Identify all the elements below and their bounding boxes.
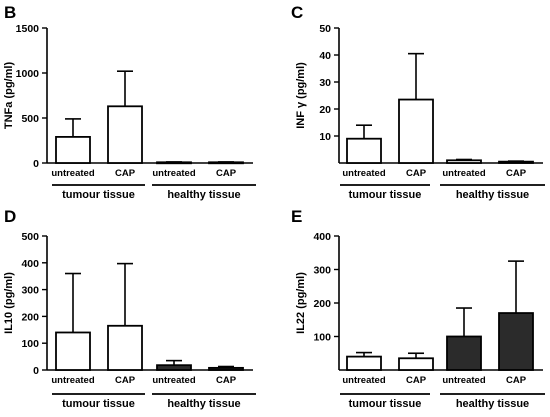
y-tick-label: 30 [319, 77, 331, 89]
panel-d: D 0 100 200 300 400 500 IL10 (pg/ml) untreated CA… [3, 207, 256, 410]
category-label: CAP [506, 375, 527, 386]
panel-e: E 100 200 300 400 IL22 (pg/ml) untreated CAP unt… [291, 207, 545, 410]
y-tick-label: 0 [33, 365, 39, 377]
category-label: CAP [216, 168, 237, 179]
category-label: untreated [51, 168, 94, 179]
group-label: tumour tissue [349, 398, 422, 410]
y-axis-label: TNFa (pg/ml) [3, 62, 15, 130]
y-axis-label: INF γ (pg/ml) [295, 62, 307, 129]
y-tick-label: 40 [319, 50, 331, 62]
bar [107, 105, 143, 164]
category-label: untreated [152, 375, 195, 386]
bar [208, 366, 244, 371]
panel-c: C 10 20 30 40 50 INF γ (pg/ml) untreated CAP untr… [291, 3, 545, 201]
bar [498, 312, 534, 371]
y-tick-label: 400 [313, 231, 331, 243]
panel-b: B 0 500 1000 1500 TNFa (pg/ml) untreated CAP unt… [3, 3, 256, 201]
bar [156, 364, 192, 371]
category-label: untreated [442, 168, 485, 179]
category-label: untreated [442, 375, 485, 386]
y-axis-label: IL22 (pg/ml) [295, 272, 307, 334]
y-tick-label: 500 [21, 113, 39, 125]
category-label: untreated [342, 168, 385, 179]
bar [446, 159, 482, 164]
bar [55, 135, 91, 164]
bar [346, 355, 382, 371]
y-tick-label: 10 [319, 131, 331, 143]
category-label: untreated [152, 168, 195, 179]
bar [398, 357, 434, 371]
bar [398, 98, 434, 164]
y-tick-label: 300 [313, 265, 331, 277]
y-tick-label: 20 [319, 104, 331, 116]
y-tick-label: 1500 [16, 23, 40, 35]
panel-letter: B [4, 3, 16, 22]
y-axis-label: IL10 (pg/ml) [3, 272, 15, 334]
category-label: CAP [506, 168, 527, 179]
category-label: CAP [216, 375, 237, 386]
group-label: healthy tissue [167, 398, 240, 410]
bar [55, 331, 91, 371]
category-label: CAP [406, 168, 427, 179]
y-tick-label: 500 [21, 231, 39, 243]
y-tick-label: 1000 [16, 68, 40, 80]
bar [346, 137, 382, 164]
panel-letter: E [291, 207, 302, 226]
group-label: tumour tissue [349, 189, 422, 201]
panel-letter: C [291, 3, 303, 22]
bar [107, 324, 143, 371]
y-tick-label: 50 [319, 23, 331, 35]
y-tick-label: 100 [21, 338, 39, 350]
bar [446, 335, 482, 371]
y-tick-label: 300 [21, 285, 39, 297]
y-tick-label: 0 [33, 158, 39, 170]
y-tick-label: 100 [313, 332, 331, 344]
group-label: healthy tissue [456, 398, 529, 410]
y-tick-label: 400 [21, 258, 39, 270]
y-tick-label: 200 [21, 311, 39, 323]
group-label: tumour tissue [62, 189, 135, 201]
category-label: CAP [406, 375, 427, 386]
group-label: tumour tissue [62, 398, 135, 410]
group-label: healthy tissue [167, 189, 240, 201]
group-label: healthy tissue [456, 189, 529, 201]
category-label: untreated [342, 375, 385, 386]
panel-letter: D [4, 207, 16, 226]
category-label: untreated [51, 375, 94, 386]
category-label: CAP [115, 168, 136, 179]
category-label: CAP [115, 375, 136, 386]
y-tick-label: 200 [313, 298, 331, 310]
